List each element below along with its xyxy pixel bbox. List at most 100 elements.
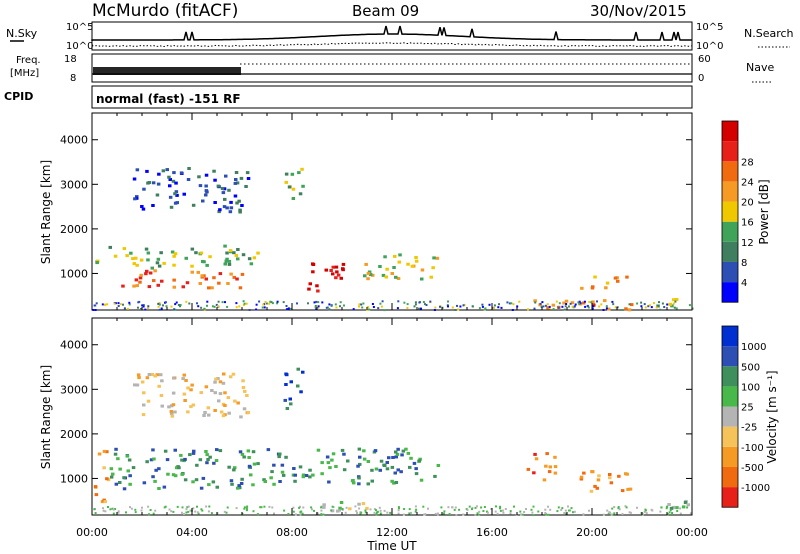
colorbar-segment [722,221,738,242]
heatmap-cell [186,386,190,390]
heatmap-cell [199,251,204,255]
heatmap-cell [233,399,237,403]
heatmap-cell [539,302,542,305]
time-axis-labels: 00:00 04:00 08:00 12:00 16:00 20:00 00:00 [76,526,708,539]
heatmap-cell [157,172,161,176]
heatmap-cell [218,208,222,212]
heatmap-cell [205,505,208,508]
heatmap-cell [183,513,185,515]
heatmap-cell [492,307,495,310]
heatmap-cell [102,466,106,470]
heatmap-cell [565,303,568,305]
heatmap-cell [238,286,243,290]
colorbar-tick-label: -100 [741,443,764,454]
heatmap-cell [399,470,403,474]
colorbar-segment [722,346,738,367]
heatmap-cell [227,465,231,469]
heatmap-cell [206,300,209,303]
heatmap-cell [591,307,594,310]
heatmap-cell [471,305,474,308]
heatmap-cell [326,306,329,309]
heatmap-cell [217,399,221,403]
heatmap-cell [216,184,221,188]
heatmap-cell [556,510,559,513]
heatmap-cell [427,507,429,510]
nave-tick-top: 60 [698,54,711,65]
heatmap-cell [260,506,263,509]
heatmap-cell [133,197,137,201]
heatmap-cell [238,486,242,490]
heatmap-cell [369,508,372,511]
heatmap-cell [94,512,97,514]
heatmap-cell [439,305,441,308]
heatmap-cell [210,389,214,392]
heatmap-cell [247,456,251,459]
heatmap-cell [221,191,226,195]
power-y-label: Slant Range [km] [39,160,53,264]
heatmap-cell [481,305,484,308]
heatmap-cell [523,511,526,513]
heatmap-cell [129,251,133,255]
heatmap-cell [242,407,247,411]
heatmap-cell [162,485,167,489]
heatmap-cell [287,513,290,515]
heatmap-cell [204,450,208,453]
heatmap-cell [293,479,297,483]
heatmap-cell [486,510,488,513]
heatmap-cell [301,475,306,479]
heatmap-cell [516,305,519,308]
heatmap-cell [602,513,605,516]
heatmap-cell [190,247,195,251]
heatmap-cell [290,172,295,176]
heatmap-cell [611,300,614,303]
heatmap-cell [666,303,669,306]
heatmap-cell [183,399,187,402]
heatmap-cell [240,477,244,481]
heatmap-cell [544,512,547,514]
heatmap-cell [173,474,178,478]
heatmap-cell [666,513,669,516]
heatmap-cell [588,301,591,303]
heatmap-cell [287,307,290,310]
heatmap-cell [330,304,333,307]
heatmap-cell [199,486,204,490]
heatmap-cell [292,510,295,513]
heatmap-cell [587,306,590,309]
heatmap-cell [586,305,589,308]
heatmap-cell [92,309,95,311]
heatmap-cell [213,201,217,204]
heatmap-cell [187,505,190,508]
heatmap-cell [605,281,610,285]
heatmap-cell [159,373,163,377]
heatmap-cell [568,509,570,512]
heatmap-cell [588,509,590,512]
heatmap-cell [265,302,268,305]
heatmap-cell [204,173,209,177]
heatmap-cell [225,206,229,210]
heatmap-cell [495,505,497,508]
heatmap-cell [180,472,184,476]
heatmap-cell [544,304,547,307]
heatmap-cell [331,505,334,508]
heatmap-cell [504,508,507,510]
heatmap-cell [172,171,176,175]
heatmap-cell [336,509,340,513]
heatmap-cell [420,268,425,272]
heatmap-cell [598,305,601,308]
heatmap-cell [217,300,220,303]
heatmap-cell [128,474,132,478]
freq-tick-top: 18 [64,54,77,65]
heatmap-cell [187,167,191,170]
heatmap-cell [227,262,232,266]
heatmap-cell [382,463,386,467]
x-tick-label: 04:00 [176,526,208,539]
heatmap-cell [436,512,439,515]
heatmap-cell [357,482,361,486]
heatmap-cell [219,410,224,414]
heatmap-cell [617,474,621,478]
heatmap-cell [580,286,584,290]
heatmap-cell [397,509,400,512]
heatmap-cell [117,305,120,307]
heatmap-cell [316,448,321,452]
heatmap-cell [506,301,509,304]
